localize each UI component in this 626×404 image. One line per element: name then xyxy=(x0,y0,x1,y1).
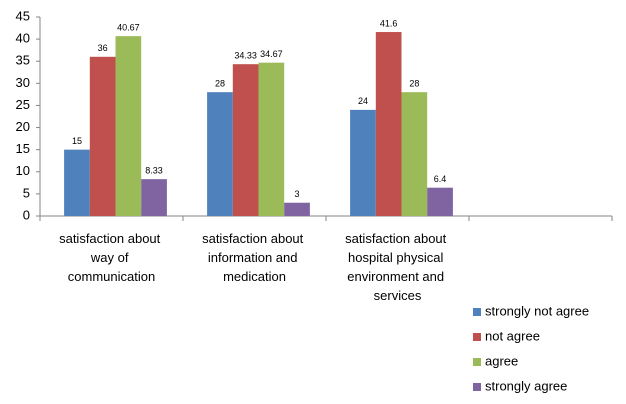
legend-label: strongly not agree xyxy=(485,303,589,318)
bar xyxy=(141,179,167,216)
x-tick-line: services xyxy=(374,288,422,303)
bar xyxy=(427,187,453,216)
y-tick-label: 10 xyxy=(16,163,30,178)
bar xyxy=(401,92,428,216)
x-tick-line: way of xyxy=(90,250,132,265)
legend-swatch xyxy=(473,383,481,391)
x-tick-label: satisfaction about information and medic… xyxy=(202,231,307,284)
x-tick-line: information and xyxy=(208,250,301,265)
value-label: 40.67 xyxy=(117,23,140,33)
bar xyxy=(64,149,90,216)
bar xyxy=(207,92,233,216)
value-label: 24 xyxy=(358,96,368,106)
bar xyxy=(232,64,259,216)
y-tick-label: 20 xyxy=(16,119,30,134)
y-tick-label: 25 xyxy=(16,97,30,112)
legend-label: strongly agree xyxy=(485,378,567,393)
bar xyxy=(258,62,285,217)
y-tick-label: 35 xyxy=(16,53,30,68)
bar xyxy=(284,202,310,216)
x-tick-label: satisfaction about way of communication xyxy=(59,231,164,284)
x-tick-line: satisfaction about xyxy=(59,231,164,246)
y-tick-label: 40 xyxy=(16,31,30,46)
value-label: 36 xyxy=(98,43,108,53)
x-tick-line: hospital physical xyxy=(348,250,447,265)
y-tick-label: 0 xyxy=(23,207,30,222)
y-tick-label: 5 xyxy=(23,185,30,200)
value-label: 3 xyxy=(295,189,300,199)
x-tick-line: medication xyxy=(223,269,286,284)
y-tick-label: 30 xyxy=(16,75,30,90)
legend-swatch xyxy=(473,308,481,316)
x-tick-line: communication xyxy=(68,269,155,284)
value-label: 6.4 xyxy=(434,174,447,184)
value-label: 41.6 xyxy=(380,18,398,28)
x-tick-line: environment and xyxy=(347,269,447,284)
value-label: 34.33 xyxy=(234,51,257,61)
bar xyxy=(375,32,402,217)
value-label: 15 xyxy=(72,136,82,146)
legend-swatch xyxy=(473,358,481,366)
legend-label: not agree xyxy=(485,328,540,343)
legend-label: agree xyxy=(485,353,518,368)
y-tick-label: 45 xyxy=(16,8,30,23)
bar xyxy=(89,56,116,216)
bar xyxy=(115,36,142,216)
y-tick-label: 15 xyxy=(16,141,30,156)
value-label: 28 xyxy=(215,79,225,89)
x-tick-line: satisfaction about xyxy=(345,231,450,246)
value-label: 28 xyxy=(409,79,419,89)
bar xyxy=(350,109,376,216)
value-label: 8.33 xyxy=(145,166,163,176)
legend-swatch xyxy=(473,333,481,341)
x-tick-label: satisfaction about hospital physical env… xyxy=(345,231,450,303)
x-tick-line: satisfaction about xyxy=(202,231,307,246)
value-label: 34.67 xyxy=(260,49,283,59)
